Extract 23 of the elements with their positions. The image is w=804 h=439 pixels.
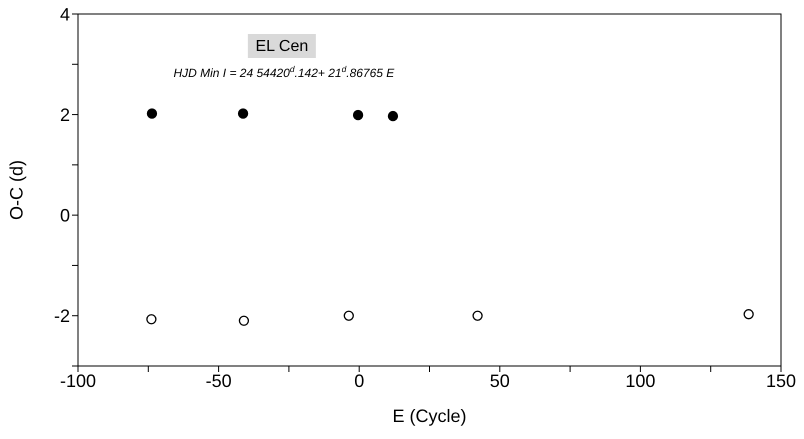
x-axis-title: E (Cycle) [392,406,467,426]
x-tick-label: -100 [60,370,96,391]
point [344,310,354,321]
x-tick-label: 150 [766,370,796,391]
x-tick-label: 100 [625,370,656,391]
x-tick-label: 0 [354,370,364,391]
point [388,110,398,122]
point [472,310,483,321]
x-tick-label: -50 [206,370,232,391]
y-tick-label: 2 [60,104,70,125]
y-tick-label: 4 [60,4,70,24]
y-tick-label: -2 [54,306,70,326]
point [744,309,754,320]
point [352,110,364,120]
point [146,108,158,119]
y-tick-label: 0 [60,206,70,226]
annotation: HJD Min I = 24 54420$^{d}$.142+ 21$^{d}$.86765 E [173,64,396,80]
point [238,108,248,119]
y-axis-title: O-C (d) [6,160,26,220]
point [146,314,157,324]
x-tick-label: 50 [490,370,510,391]
point [238,316,250,326]
annotation: EL Cen [255,38,308,55]
